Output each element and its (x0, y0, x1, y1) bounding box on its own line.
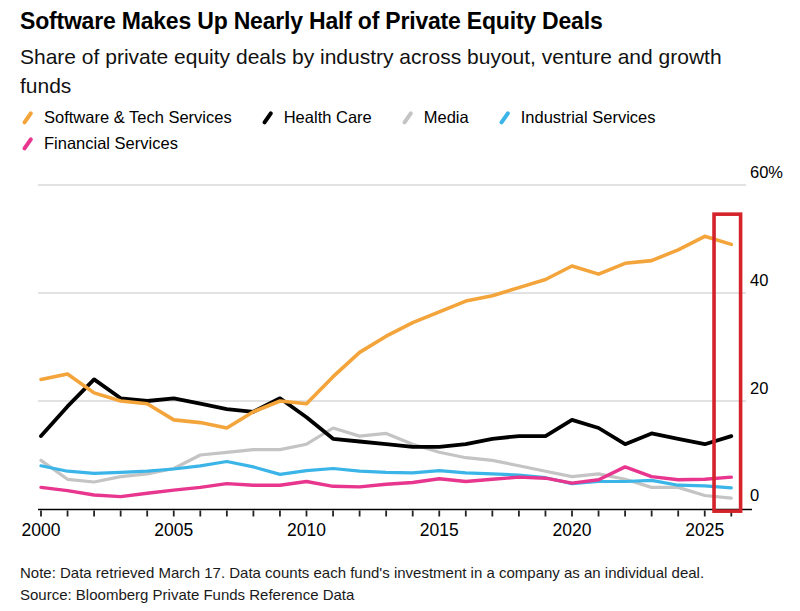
x-axis-label-2015: 2015 (420, 520, 459, 540)
line-chart: 60% 40 20 0 2000 2005 2010 2015 2020 2025 (0, 0, 800, 611)
y-axis-label-60: 60% (750, 163, 783, 181)
x-axis-label-2025: 2025 (685, 520, 724, 540)
footnote: Note: Data retrieved March 17. Data coun… (20, 562, 704, 583)
x-axis-label-2010: 2010 (287, 520, 326, 540)
y-axis-label-40: 40 (750, 271, 768, 289)
series-line-media (41, 428, 731, 498)
x-axis-label-2000: 2000 (22, 520, 61, 540)
x-axis-label-2020: 2020 (553, 520, 592, 540)
y-axis-label-20: 20 (750, 379, 768, 397)
highlight-box (714, 214, 741, 511)
source-note: Source: Bloomberg Private Funds Referenc… (20, 584, 354, 605)
y-axis-label-0: 0 (750, 486, 759, 504)
bloomberg-chart-card: Software Makes Up Nearly Half of Private… (0, 0, 800, 611)
series-line-health-care (41, 379, 731, 447)
x-axis-label-2005: 2005 (154, 520, 193, 540)
